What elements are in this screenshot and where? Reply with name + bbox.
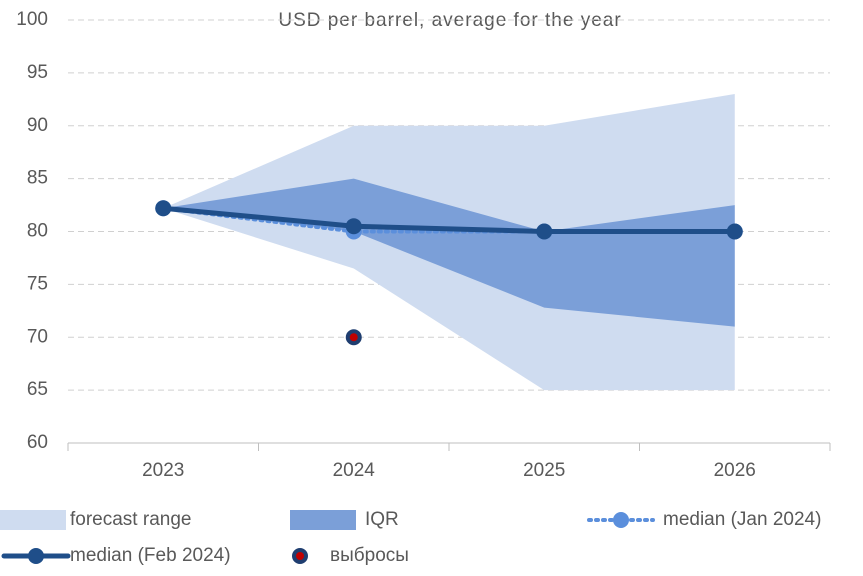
legend-label: forecast range	[70, 509, 191, 530]
y-tick-label: 60	[27, 432, 48, 453]
median-marker	[345, 218, 362, 235]
median-line	[160, 205, 738, 234]
band-area	[163, 178, 735, 327]
chart-title: USD per barrel, average for the year	[278, 10, 621, 31]
x-tick-label: 2024	[333, 460, 376, 481]
legend-label: выбросы	[330, 545, 409, 566]
y-tick-label: 65	[27, 379, 48, 400]
median-marker	[155, 200, 172, 217]
legend-swatch	[290, 510, 356, 530]
x-tick-label: 2023	[142, 460, 184, 481]
y-tick-label: 70	[27, 326, 48, 347]
legend-label: IQR	[365, 509, 399, 530]
legend-label: median (Feb 2024)	[70, 545, 231, 566]
median-marker	[536, 223, 553, 240]
outlier-marker	[345, 329, 362, 346]
y-tick-label: 95	[27, 62, 48, 83]
legend-marker	[292, 548, 308, 564]
x-tick-label: 2026	[714, 460, 756, 481]
y-tick-label: 90	[27, 115, 48, 136]
legend-label: median (Jan 2024)	[663, 509, 821, 530]
legend-swatch	[0, 510, 66, 530]
y-tick-label: 75	[27, 273, 48, 294]
y-tick-label: 100	[16, 9, 48, 30]
legend-marker	[28, 548, 44, 564]
median-marker	[726, 223, 743, 240]
legend-marker	[613, 512, 629, 528]
y-tick-label: 80	[27, 221, 48, 242]
x-tick-label: 2025	[523, 460, 565, 481]
y-tick-label: 85	[27, 168, 48, 189]
